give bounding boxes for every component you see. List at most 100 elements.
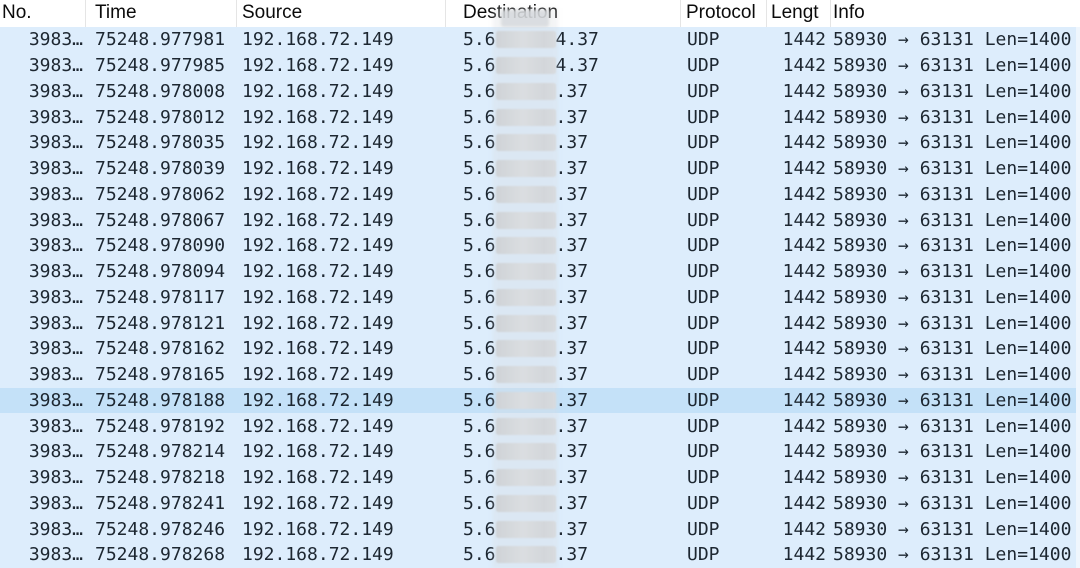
cell-time: 75248.977985 [95, 55, 226, 77]
destination-redaction-block [495, 134, 556, 152]
cell-time: 75248.978062 [95, 183, 226, 205]
destination-redaction-block [495, 366, 556, 384]
destination-prefix: 5.6 [463, 312, 496, 334]
cell-destination: 5.6 .37 [446, 287, 681, 308]
cell-no: 3983… [28, 518, 83, 540]
destination-suffix: .37 [555, 183, 589, 205]
destination-suffix: .37 [555, 364, 589, 386]
destination-suffix: .37 [555, 312, 589, 334]
cell-no: 3983… [28, 467, 83, 489]
column-header-source[interactable]: Source [237, 0, 446, 27]
cell-time: 75248.978117 [95, 286, 226, 308]
cell-length: 1442 [782, 132, 826, 154]
packet-row[interactable]: 3983… 75248.978214 192.168.72.149 5.6 .37… [0, 439, 1080, 465]
destination-prefix: 5.6 [463, 80, 496, 102]
column-header-time[interactable]: Time [86, 0, 237, 27]
column-header-destination[interactable]: Destination [446, 0, 681, 27]
cell-time: 75248.978268 [95, 544, 226, 566]
destination-prefix: 5.6 [463, 364, 496, 386]
cell-time: 75248.978067 [95, 209, 226, 231]
cell-source: 192.168.72.149 [242, 286, 394, 308]
packet-row[interactable]: 3983… 75248.977985 192.168.72.149 5.6 4.3… [0, 52, 1080, 79]
packet-row[interactable]: 3983… 75248.978268 192.168.72.149 5.6 .37… [0, 542, 1080, 568]
cell-no: 3983… [28, 364, 83, 386]
cell-length: 1442 [782, 80, 826, 102]
destination-suffix: .37 [555, 441, 589, 463]
packet-row[interactable]: 3983… 75248.978241 192.168.72.149 5.6 .37… [0, 490, 1080, 517]
cell-source: 192.168.72.149 [242, 467, 394, 489]
destination-redaction-block [495, 391, 556, 409]
cell-protocol: UDP [687, 209, 720, 231]
destination-prefix: 5.6 [463, 286, 496, 308]
cell-time: 75248.978094 [95, 261, 226, 283]
packet-row[interactable]: 3983… 75248.978094 192.168.72.149 5.6 .37… [0, 258, 1080, 285]
destination-redaction-block [495, 185, 556, 203]
cell-info: 58930 → 63131 Len=1400 [833, 80, 1072, 102]
cell-info: 58930 → 63131 Len=1400 [833, 338, 1072, 360]
cell-length: 1442 [782, 286, 826, 308]
destination-suffix: .37 [555, 544, 589, 566]
destination-prefix: 5.6 [463, 261, 496, 283]
cell-source: 192.168.72.149 [242, 158, 394, 180]
packet-row[interactable]: 3983… 75248.978067 192.168.72.149 5.6 .37… [0, 207, 1080, 233]
destination-suffix: .37 [555, 467, 589, 489]
packet-row[interactable]: 3983… 75248.978008 192.168.72.149 5.6 .37… [0, 78, 1080, 105]
cell-time: 75248.977981 [95, 29, 226, 51]
packet-row[interactable]: 3983… 75248.978090 192.168.72.149 5.6 .37… [0, 233, 1080, 259]
destination-suffix: .37 [555, 235, 589, 257]
cell-destination: 5.6 .37 [446, 261, 681, 282]
cell-time: 75248.978246 [95, 518, 226, 540]
packet-row[interactable]: 3983… 75248.978035 192.168.72.149 5.6 .37… [0, 130, 1080, 156]
cell-source: 192.168.72.149 [242, 132, 394, 154]
packet-row[interactable]: 3983… 75248.978012 192.168.72.149 5.6 .37… [0, 104, 1080, 130]
cell-info: 58930 → 63131 Len=1400 [833, 261, 1072, 283]
cell-info: 58930 → 63131 Len=1400 [833, 492, 1072, 514]
cell-destination: 5.6 .37 [446, 416, 681, 437]
destination-prefix: 5.6 [463, 441, 496, 463]
destination-suffix: .37 [555, 518, 589, 540]
cell-no: 3983… [28, 312, 83, 334]
destination-suffix: .37 [555, 80, 589, 102]
destination-prefix: 5.6 [463, 106, 496, 128]
cell-time: 75248.978121 [95, 312, 226, 334]
cell-time: 75248.978012 [95, 106, 226, 128]
column-header-info[interactable]: Info [833, 2, 865, 23]
cell-source: 192.168.72.149 [242, 338, 394, 360]
destination-redaction-block [495, 237, 556, 255]
packet-row[interactable]: 3983… 75248.977981 192.168.72.149 5.6 4.3… [0, 27, 1080, 53]
destination-redaction-block [495, 108, 556, 126]
cell-protocol: UDP [687, 55, 720, 77]
packet-row[interactable]: 3983… 75248.978162 192.168.72.149 5.6 .37… [0, 336, 1080, 362]
cell-length: 1442 [782, 544, 826, 566]
destination-prefix: 5.6 [463, 544, 496, 566]
cell-info: 58930 → 63131 Len=1400 [833, 209, 1072, 231]
destination-redaction-block [495, 263, 556, 281]
cell-protocol: UDP [687, 518, 720, 540]
cell-source: 192.168.72.149 [242, 29, 394, 51]
cell-time: 75248.978162 [95, 338, 226, 360]
destination-redaction-block [495, 546, 556, 564]
destination-redaction-block [495, 417, 556, 435]
packet-row[interactable]: 3983… 75248.978039 192.168.72.149 5.6 .37… [0, 155, 1080, 182]
destination-suffix: .37 [555, 209, 589, 231]
cell-source: 192.168.72.149 [242, 209, 394, 231]
destination-suffix: .37 [555, 415, 589, 437]
cell-no: 3983… [28, 55, 83, 77]
packet-row[interactable]: 3983… 75248.978192 192.168.72.149 5.6 .37… [0, 413, 1080, 439]
destination-prefix: 5.6 [463, 209, 496, 231]
packet-row[interactable]: 3983… 75248.978117 192.168.72.149 5.6 .37… [0, 284, 1080, 311]
destination-prefix: 5.6 [463, 29, 496, 51]
column-header-length[interactable]: Lengt [767, 0, 831, 27]
column-header-no[interactable]: No. [0, 0, 86, 27]
packet-row[interactable]: 3983… 75248.978165 192.168.72.149 5.6 .37… [0, 361, 1080, 388]
packet-row[interactable]: 3983… 75248.978121 192.168.72.149 5.6 .37… [0, 310, 1080, 336]
packet-row[interactable]: 3983… 75248.978218 192.168.72.149 5.6 .37… [0, 464, 1080, 491]
packet-row[interactable]: 3983… 75248.978246 192.168.72.149 5.6 .37… [0, 516, 1080, 542]
column-header-protocol[interactable]: Protocol [681, 0, 767, 27]
packet-row[interactable]: 3983… 75248.978062 192.168.72.149 5.6 .37… [0, 181, 1080, 208]
packet-row[interactable]: 3983… 75248.978188 192.168.72.149 5.6 .37… [0, 387, 1080, 414]
cell-destination: 5.6 .37 [446, 313, 681, 334]
cell-destination: 5.6 .37 [446, 544, 681, 565]
cell-length: 1442 [782, 183, 826, 205]
destination-redaction-block [495, 520, 556, 538]
